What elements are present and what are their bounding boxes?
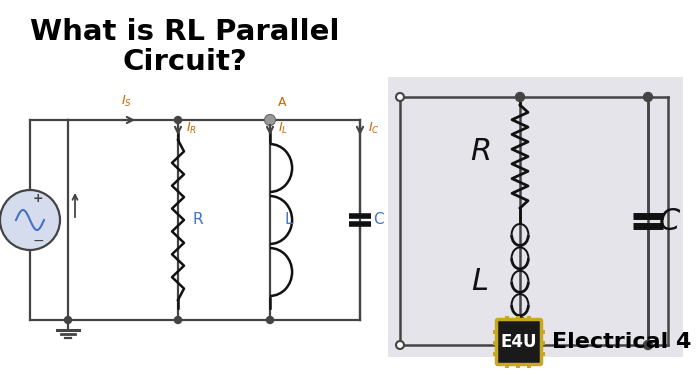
Circle shape bbox=[515, 93, 524, 102]
Bar bbox=[516, 316, 520, 321]
Text: $C$: $C$ bbox=[659, 206, 682, 237]
FancyBboxPatch shape bbox=[496, 320, 542, 364]
Circle shape bbox=[265, 114, 276, 126]
Text: Electrical 4 U: Electrical 4 U bbox=[552, 332, 700, 352]
Text: R: R bbox=[192, 213, 202, 228]
Text: Circuit?: Circuit? bbox=[122, 48, 247, 76]
Circle shape bbox=[396, 93, 404, 101]
Text: +: + bbox=[33, 192, 43, 206]
Text: What is RL Parallel: What is RL Parallel bbox=[30, 18, 340, 46]
Bar bbox=[505, 363, 509, 368]
Bar bbox=[493, 330, 498, 334]
Circle shape bbox=[643, 93, 652, 102]
Text: $I_C$: $I_C$ bbox=[368, 120, 380, 135]
Text: −: − bbox=[32, 234, 44, 248]
Text: $I_S$: $I_S$ bbox=[120, 94, 132, 109]
Circle shape bbox=[267, 316, 274, 324]
Circle shape bbox=[174, 117, 181, 123]
Bar bbox=[527, 363, 531, 368]
Bar bbox=[527, 316, 531, 321]
Circle shape bbox=[0, 190, 60, 250]
Text: $L$: $L$ bbox=[471, 266, 489, 297]
Text: $I_L$: $I_L$ bbox=[278, 120, 288, 135]
Circle shape bbox=[643, 340, 652, 350]
Bar bbox=[540, 330, 545, 334]
Text: $R$: $R$ bbox=[470, 136, 490, 167]
Bar bbox=[388, 77, 683, 357]
Text: E4U: E4U bbox=[500, 333, 538, 351]
Bar bbox=[493, 341, 498, 345]
Circle shape bbox=[396, 341, 404, 349]
Bar bbox=[540, 352, 545, 356]
Circle shape bbox=[174, 316, 181, 324]
Text: C: C bbox=[373, 213, 384, 228]
Bar bbox=[493, 352, 498, 356]
Text: A: A bbox=[278, 96, 286, 109]
Circle shape bbox=[515, 340, 524, 350]
Bar bbox=[505, 316, 509, 321]
Bar bbox=[516, 363, 520, 368]
Bar bbox=[540, 341, 545, 345]
Text: L: L bbox=[284, 213, 293, 228]
Bar bbox=[349, 213, 371, 219]
Text: $I_R$: $I_R$ bbox=[186, 120, 197, 135]
Circle shape bbox=[64, 316, 71, 324]
